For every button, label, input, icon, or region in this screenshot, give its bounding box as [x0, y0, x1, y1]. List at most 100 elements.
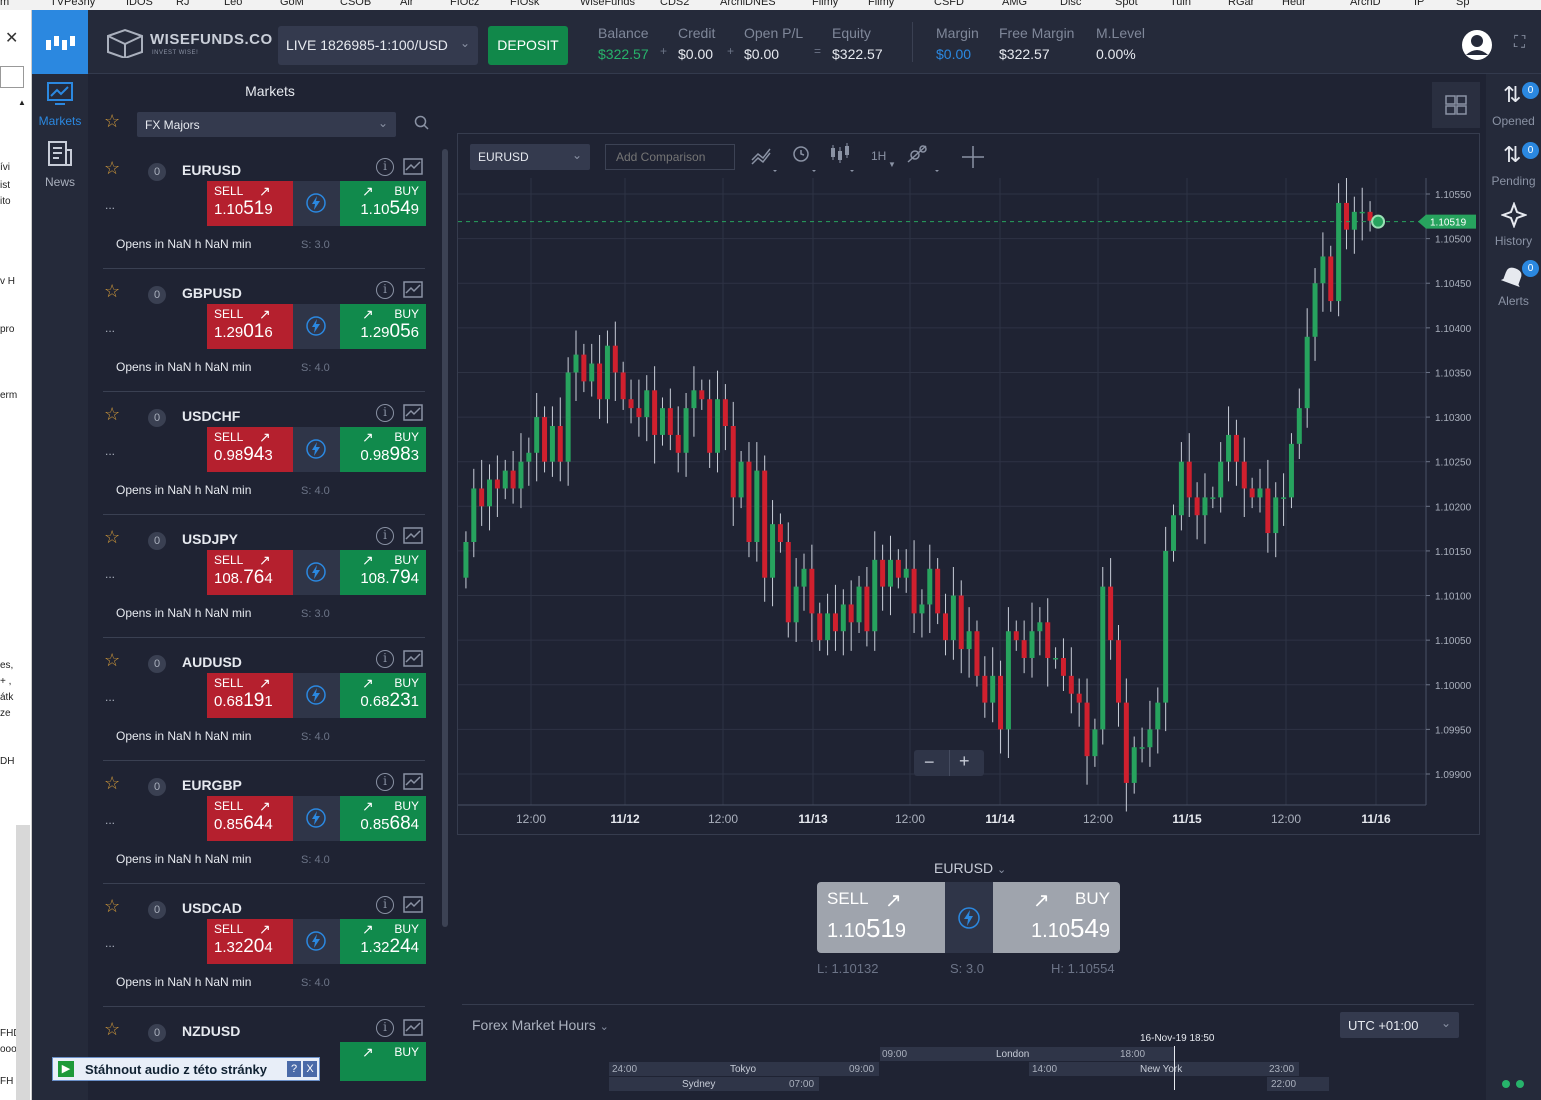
one-click-trade-button[interactable]: [945, 882, 993, 953]
market-symbol[interactable]: GBPUSD: [182, 285, 242, 301]
bookmark-item[interactable]: ArchD: [1350, 0, 1381, 8]
add-comparison-input[interactable]: [605, 144, 735, 170]
bookmark-item[interactable]: ArchiDNES: [720, 0, 776, 8]
bookmark-item[interactable]: Heur: [1282, 0, 1306, 8]
price-chart[interactable]: 1.10550 1.10500 1.10450 1.10400 1.10350 1.103…: [458, 178, 1479, 834]
mini-chart-icon[interactable]: [403, 896, 423, 914]
market-symbol[interactable]: USDJPY: [182, 531, 239, 547]
bookmark-item[interactable]: AMG: [1002, 0, 1028, 8]
market-filter-select[interactable]: FX Majors ⌄: [137, 112, 396, 137]
sell-button[interactable]: SELL ↗ 0.98943: [207, 427, 293, 472]
mini-chart-icon[interactable]: [403, 773, 423, 791]
sell-button[interactable]: SELL ↗ 0.85644: [207, 796, 293, 841]
bookmark-item[interactable]: CSOB: [340, 0, 372, 8]
info-icon[interactable]: i: [376, 650, 394, 668]
user-avatar-icon[interactable]: [1460, 28, 1494, 62]
candlestick-type-icon[interactable]: [828, 142, 858, 174]
deposit-button[interactable]: DEPOSIT: [488, 26, 568, 65]
audio-plugin-bar[interactable]: ▶ Stáhnout audio z této stránky ? X: [52, 1057, 320, 1081]
alarm-clock-icon[interactable]: [790, 142, 820, 174]
scroll-up-icon[interactable]: ▲: [18, 98, 26, 107]
markets-scrollbar[interactable]: [442, 149, 448, 927]
market-symbol[interactable]: USDCHF: [182, 408, 241, 424]
chart-symbol-select[interactable]: EURUSD ⌄: [470, 144, 590, 170]
market-symbol[interactable]: EURGBP: [182, 777, 242, 793]
bookmark-item[interactable]: CDS2: [660, 0, 690, 8]
bookmark-item[interactable]: RJ: [176, 0, 190, 8]
bookmark-item[interactable]: RGar: [1228, 0, 1255, 8]
bookmark-item[interactable]: FIOsk: [510, 0, 540, 8]
info-icon[interactable]: i: [376, 404, 394, 422]
trade-sell-button[interactable]: SELL ↗ 1.10519: [817, 882, 945, 953]
bookmark-item[interactable]: Disc: [1060, 0, 1082, 8]
info-icon[interactable]: i: [376, 281, 394, 299]
mini-chart-icon[interactable]: [403, 281, 423, 299]
buy-button[interactable]: ↗ BUY 108.794: [340, 550, 426, 595]
side-scrollbar[interactable]: [16, 825, 30, 1100]
bookmark-item[interactable]: IP: [1414, 0, 1425, 8]
side-input[interactable]: [0, 66, 24, 88]
nav-markets[interactable]: Markets: [32, 74, 88, 134]
close-icon[interactable]: ✕: [5, 30, 19, 47]
bookmark-item[interactable]: Tuln: [1170, 0, 1191, 8]
one-click-trade-button[interactable]: [293, 427, 340, 472]
favorite-star-icon[interactable]: ☆: [104, 1019, 121, 1039]
info-icon[interactable]: i: [376, 158, 394, 176]
bookmark-item[interactable]: Sp: [1456, 0, 1470, 8]
mini-chart-icon[interactable]: [403, 158, 423, 176]
favorites-star-icon[interactable]: ☆: [104, 111, 121, 131]
zoom-out-button[interactable]: −: [924, 752, 935, 772]
bookmark-item[interactable]: Filmy: [812, 0, 839, 8]
one-click-trade-button[interactable]: [293, 919, 340, 964]
nav-opened[interactable]: ⇅ 0 Opened: [1486, 80, 1541, 138]
zoom-in-button[interactable]: +: [959, 751, 970, 771]
mini-chart-icon[interactable]: [403, 1019, 423, 1037]
sell-button[interactable]: SELL ↗ 108.764: [207, 550, 293, 595]
nav-news[interactable]: News: [32, 136, 88, 196]
one-click-trade-button[interactable]: [293, 796, 340, 841]
fullscreen-icon[interactable]: ⛶: [1514, 34, 1526, 51]
nav-alerts[interactable]: 0 Alerts: [1486, 260, 1541, 318]
buy-button[interactable]: ↗ BUY 0.68231: [340, 673, 426, 718]
bookmark-item[interactable]: m: [0, 0, 10, 8]
favorite-star-icon[interactable]: ☆: [104, 281, 121, 301]
one-click-trade-button[interactable]: [293, 304, 340, 349]
buy-button[interactable]: ↗ BUY 1.10549: [340, 181, 426, 226]
sell-button[interactable]: SELL ↗ 1.32204: [207, 919, 293, 964]
market-symbol[interactable]: EURUSD: [182, 162, 242, 178]
market-hours-title[interactable]: Forex Market Hours ⌄: [472, 1017, 609, 1033]
one-click-trade-button[interactable]: [293, 181, 340, 226]
market-symbol[interactable]: AUDUSD: [182, 654, 242, 670]
buy-button[interactable]: ↗ BUY 1.32244: [340, 919, 426, 964]
app-menu-button[interactable]: [32, 10, 88, 74]
bookmark-item[interactable]: TVPe3ny: [50, 0, 96, 8]
favorite-star-icon[interactable]: ☆: [104, 650, 121, 670]
info-icon[interactable]: i: [376, 527, 394, 545]
favorite-star-icon[interactable]: ☆: [104, 527, 121, 547]
indicators-icon[interactable]: [750, 144, 780, 174]
help-button[interactable]: ?: [287, 1061, 301, 1077]
buy-button[interactable]: ↗ BUY: [340, 1042, 426, 1081]
bookmark-item[interactable]: CSFD: [934, 0, 964, 8]
sell-button[interactable]: SELL ↗ 0.68191: [207, 673, 293, 718]
bookmark-item[interactable]: IDOS: [126, 0, 153, 8]
info-icon[interactable]: i: [376, 896, 394, 914]
sell-button[interactable]: SELL ↗ 1.10519: [207, 181, 293, 226]
bookmark-item[interactable]: GoM: [280, 0, 304, 8]
crosshair-icon[interactable]: [960, 144, 986, 170]
market-symbol[interactable]: NZDUSD: [182, 1023, 241, 1039]
audio-close-button[interactable]: X: [303, 1061, 317, 1077]
bookmark-item[interactable]: FIOcz: [450, 0, 480, 8]
buy-button[interactable]: ↗ BUY 1.29056: [340, 304, 426, 349]
favorite-star-icon[interactable]: ☆: [104, 404, 121, 424]
bookmark-item[interactable]: Filmy: [868, 0, 895, 8]
favorite-star-icon[interactable]: ☆: [104, 158, 121, 178]
bookmark-item[interactable]: Spot: [1115, 0, 1138, 8]
mini-chart-icon[interactable]: [403, 650, 423, 668]
sell-button[interactable]: SELL ↗ 1.29016: [207, 304, 293, 349]
favorite-star-icon[interactable]: ☆: [104, 773, 121, 793]
trade-buy-button[interactable]: ↗ BUY 1.10549: [993, 882, 1120, 953]
trade-symbol-select[interactable]: EURUSD ⌄: [934, 860, 1006, 876]
layout-grid-button[interactable]: [1432, 82, 1480, 128]
mini-chart-icon[interactable]: [403, 527, 423, 545]
